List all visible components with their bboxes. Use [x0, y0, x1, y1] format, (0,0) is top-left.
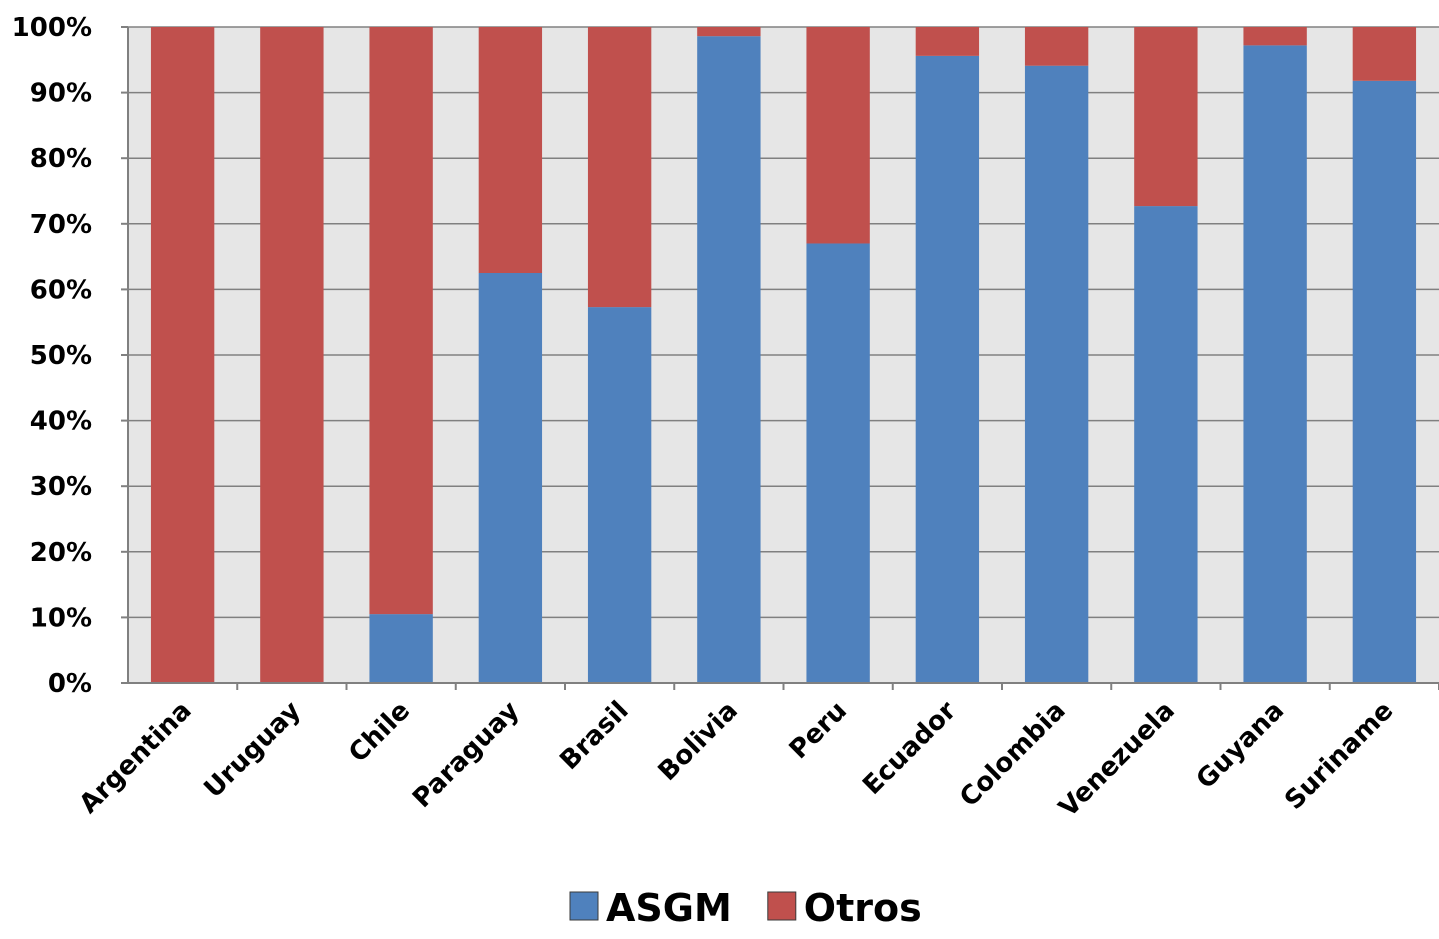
bar-asgm-ecuador [915, 55, 980, 683]
bar-asgm-brasil [587, 307, 652, 683]
bar-otros-brasil [587, 27, 652, 308]
legend-label-otros: Otros [804, 886, 922, 930]
bar-asgm-suriname [1352, 80, 1417, 684]
bar-otros-suriname [1352, 27, 1417, 81]
y-tick-label: 40% [30, 407, 92, 437]
bar-otros-peru [806, 27, 870, 244]
bar-asgm-paraguay [478, 273, 543, 683]
y-tick-label: 50% [30, 341, 92, 371]
bar-otros-uruguay [260, 27, 324, 683]
y-tick-label: 80% [30, 144, 92, 174]
x-tick-label: Argentina [74, 696, 198, 820]
bar-asgm-chile [369, 614, 433, 683]
bar-otros-bolivia [697, 27, 761, 37]
bar-asgm-bolivia [697, 36, 761, 683]
x-tick-label: Chile [343, 696, 416, 769]
gridlines [128, 26, 1439, 684]
y-tick-label: 0% [48, 669, 92, 699]
y-tick-label: 60% [30, 275, 92, 305]
bar-otros-colombia [1024, 27, 1089, 66]
y-tick-label: 70% [30, 210, 92, 240]
bar-otros-argentina [150, 27, 215, 683]
y-tick-label: 90% [30, 79, 92, 109]
bar-asgm-colombia [1024, 65, 1089, 684]
legend-label-asgm: ASGM [606, 886, 732, 930]
x-tick-label: Suriname [1279, 696, 1399, 816]
y-tick-label: 30% [30, 472, 92, 502]
y-axis-ticks: 0% 10% 20% 30% 40% 50% 60% 70% 80% 90% 100% [12, 13, 128, 699]
x-tick-label: Uruguay [198, 696, 306, 804]
legend: ASGM Otros [569, 886, 922, 930]
x-tick-label: Bolivia [653, 696, 744, 787]
bar-otros-guyana [1243, 27, 1307, 46]
legend-swatch-asgm [569, 891, 599, 921]
bar-otros-paraguay [478, 27, 543, 273]
legend-swatch-otros [767, 891, 797, 921]
x-tick-label: Venezuela [1053, 696, 1180, 823]
x-tick-label: Paraguay [407, 696, 525, 814]
bar-otros-ecuador [915, 27, 980, 56]
x-tick-label: Peru [784, 696, 853, 765]
bar-otros-venezuela [1134, 27, 1198, 207]
bar-otros-chile [369, 27, 433, 615]
y-tick-label: 100% [12, 13, 92, 43]
bar-asgm-peru [806, 243, 870, 684]
bars [150, 27, 1417, 684]
x-tick-label: Ecuador [857, 696, 962, 801]
y-tick-label: 10% [30, 603, 92, 633]
y-tick-label: 20% [30, 538, 92, 568]
bar-asgm-guyana [1243, 45, 1307, 684]
x-tick-label: Guyana [1191, 696, 1290, 795]
bar-asgm-venezuela [1134, 206, 1198, 683]
x-tick-label: Brasil [554, 696, 634, 776]
x-tick-label: Colombia [954, 696, 1071, 813]
